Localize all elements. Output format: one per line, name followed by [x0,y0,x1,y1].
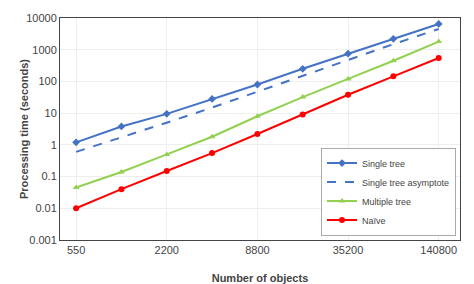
svg-text:Single tree: Single tree [362,159,405,169]
svg-text:8800: 8800 [245,244,269,256]
svg-text:140800: 140800 [420,244,457,256]
svg-text:0.01: 0.01 [35,202,56,214]
svg-text:Single tree asymptote: Single tree asymptote [362,178,449,188]
svg-text:Multiple tree: Multiple tree [362,197,411,207]
svg-text:0.001: 0.001 [29,234,57,246]
svg-text:Processing time (seconds): Processing time (seconds) [18,59,30,199]
svg-text:Naïve: Naïve [362,216,386,226]
svg-text:10000: 10000 [26,12,57,24]
svg-text:Number of objects: Number of objects [212,272,309,284]
svg-text:1000: 1000 [32,44,56,56]
svg-text:100: 100 [38,75,56,87]
svg-text:550: 550 [67,244,85,256]
svg-text:10: 10 [45,107,57,119]
svg-text:2200: 2200 [155,244,179,256]
svg-text:0.1: 0.1 [42,170,57,182]
svg-text:1: 1 [51,139,57,151]
svg-text:35200: 35200 [333,244,364,256]
